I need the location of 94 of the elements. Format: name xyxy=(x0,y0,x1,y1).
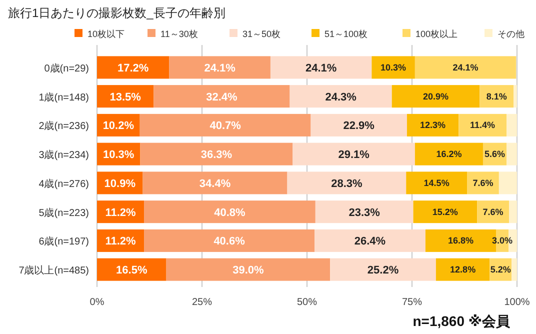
y-tick-label: 6歳(n=197) xyxy=(38,236,89,248)
bar xyxy=(330,258,436,281)
bar xyxy=(97,56,170,79)
bar xyxy=(142,172,288,194)
bar xyxy=(287,172,406,194)
data-label: 36.3% xyxy=(200,149,232,162)
data-label: 28.3% xyxy=(331,178,362,190)
data-label: 12.8% xyxy=(450,264,476,275)
y-tick-label: 1歳(n=148) xyxy=(38,91,89,104)
data-label: 7.6% xyxy=(472,178,494,188)
x-tick-label: 75% xyxy=(402,297,422,308)
bar xyxy=(314,229,426,252)
bar xyxy=(392,85,480,108)
legend-label: 31～50枚 xyxy=(242,29,281,39)
data-label: 10.2% xyxy=(102,120,134,132)
data-label: 39.0% xyxy=(232,264,264,277)
data-label: 40.8% xyxy=(214,206,246,219)
data-label: 29.1% xyxy=(338,149,370,162)
data-label: 24.1% xyxy=(305,62,337,74)
bar xyxy=(154,85,290,108)
bar xyxy=(506,114,517,136)
x-tick-label: 100% xyxy=(504,297,530,308)
bar xyxy=(406,114,459,136)
data-label: 22.9% xyxy=(343,120,375,132)
data-label: 5.6% xyxy=(484,149,505,160)
data-label: 14.5% xyxy=(424,178,450,188)
text: n=1,860 ※会員 xyxy=(412,313,511,329)
bar xyxy=(144,229,315,252)
data-label: 20.9% xyxy=(422,91,448,102)
bar xyxy=(140,114,311,136)
data-label: 24.1% xyxy=(452,62,478,72)
data-label: 8.1% xyxy=(486,91,507,102)
y-tick-label: 3歳(n=234) xyxy=(38,149,89,162)
bar xyxy=(458,114,506,136)
data-label: 12.3% xyxy=(420,120,446,130)
data-label: 34.4% xyxy=(199,178,231,190)
x-tick-label: 0% xyxy=(90,297,104,308)
legend-label: その他 xyxy=(498,29,524,39)
bar xyxy=(292,142,415,166)
bar xyxy=(414,56,516,79)
data-label: 23.3% xyxy=(348,206,380,219)
data-label: 17.2% xyxy=(118,62,149,74)
legend-label: 100枚以上 xyxy=(416,29,458,39)
bar xyxy=(509,200,517,224)
data-label: 5.2% xyxy=(490,264,511,275)
x-tick-label: 50% xyxy=(296,297,318,308)
bar xyxy=(406,172,468,194)
data-label: 32.4% xyxy=(206,91,238,104)
data-label: 11.2% xyxy=(105,236,136,248)
bar xyxy=(498,172,517,194)
y-tick-label: 4歳(n=276) xyxy=(38,178,89,190)
bar xyxy=(140,142,293,166)
data-label: 24.3% xyxy=(325,91,357,104)
legend-label: 51～100枚 xyxy=(324,29,368,39)
data-label: 25.2% xyxy=(367,264,399,277)
data-label: 24.1% xyxy=(204,62,236,74)
chart-title: 旅行1日あたりの撮影枚数_長子の年齢別 xyxy=(8,6,226,20)
y-tick-label: 2歳(n=236) xyxy=(38,120,89,132)
bar xyxy=(514,85,517,108)
data-label: 16.2% xyxy=(436,149,462,160)
bar xyxy=(436,258,490,281)
bar xyxy=(414,142,483,166)
data-label: 16.8% xyxy=(448,236,474,246)
data-label: 10.3% xyxy=(103,149,134,162)
bar xyxy=(315,200,414,224)
bar xyxy=(270,56,372,79)
data-label: 13.5% xyxy=(110,91,142,104)
data-label: 11.2% xyxy=(105,206,136,219)
legend-label: 11～30枚 xyxy=(160,29,198,39)
data-label: 16.5% xyxy=(116,264,148,277)
bar xyxy=(506,142,517,166)
data-label: 10.3% xyxy=(380,62,406,72)
data-label: 7.6% xyxy=(482,206,504,217)
data-label: 11.4% xyxy=(470,120,496,130)
data-label: 26.4% xyxy=(354,236,386,248)
y-tick-label: 7歳以上(n=485) xyxy=(18,264,89,277)
bar xyxy=(97,258,166,281)
data-label: 15.2% xyxy=(432,206,458,217)
data-label: 10.9% xyxy=(104,178,136,190)
bar xyxy=(310,114,407,136)
y-tick-label: 5歳(n=223) xyxy=(38,206,89,219)
bar xyxy=(372,56,415,79)
x-tick-label: 25% xyxy=(192,297,212,308)
bar xyxy=(512,258,517,281)
bar xyxy=(166,258,330,281)
data-label: 40.7% xyxy=(210,120,242,132)
data-label: 3.0% xyxy=(492,236,513,246)
bar xyxy=(169,56,270,79)
data-label: 40.6% xyxy=(214,236,246,248)
bar xyxy=(413,200,478,224)
y-tick-label: 0歳(n=29) xyxy=(44,62,89,74)
legend-label: 10枚以下 xyxy=(88,29,125,39)
bar xyxy=(290,85,392,108)
bar xyxy=(144,200,316,224)
